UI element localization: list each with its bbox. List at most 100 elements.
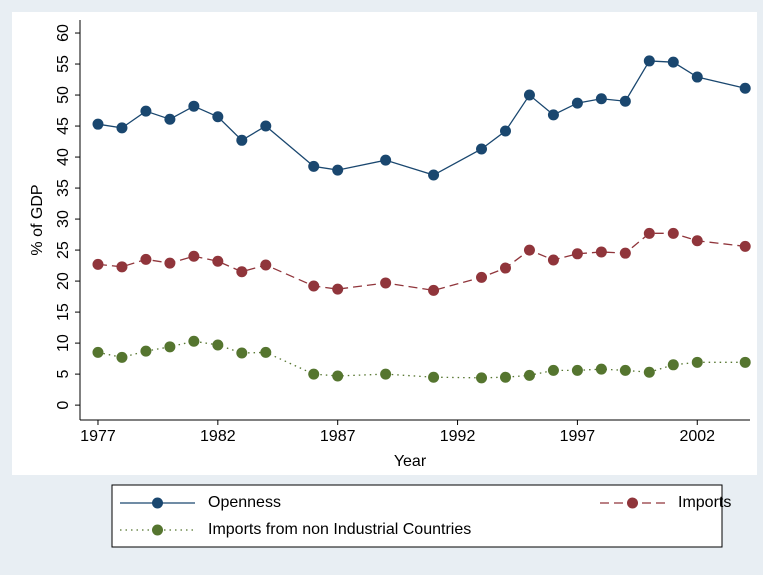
x-tick-label: 2002 (679, 428, 715, 445)
data-point (667, 227, 679, 239)
data-point (643, 55, 655, 67)
data-point (236, 266, 248, 278)
data-point (691, 71, 703, 83)
y-tick-label: 60 (55, 24, 72, 42)
data-point (523, 369, 535, 381)
y-tick-label: 10 (55, 334, 72, 352)
data-point (739, 356, 751, 368)
data-point (140, 253, 152, 265)
data-point (380, 277, 392, 289)
data-point (547, 109, 559, 121)
series-line (97, 340, 746, 379)
x-tick-label: 1987 (320, 428, 356, 445)
data-point (92, 118, 104, 130)
legend-marker (627, 497, 638, 509)
y-tick-label: 15 (55, 303, 72, 321)
data-point (260, 259, 272, 271)
data-point (667, 359, 679, 371)
data-point (380, 368, 392, 380)
legend-box (111, 484, 723, 548)
y-tick-label: 40 (55, 148, 72, 166)
data-point (116, 351, 128, 363)
y-tick-label: 30 (55, 210, 72, 228)
data-point (260, 120, 272, 132)
y-tick-label: 35 (55, 179, 72, 197)
legend-marker (152, 524, 163, 536)
y-tick-label: 20 (55, 272, 72, 290)
data-point (212, 255, 224, 267)
data-point (619, 364, 631, 376)
data-point (428, 169, 440, 181)
data-point (428, 284, 440, 296)
data-point (236, 134, 248, 146)
data-point (571, 248, 583, 260)
data-point (92, 346, 104, 358)
data-point (92, 258, 104, 270)
y-tick-label: 50 (55, 86, 72, 104)
data-point (595, 93, 607, 105)
data-point (499, 262, 511, 274)
data-point (523, 244, 535, 256)
data-point (188, 250, 200, 262)
data-point (140, 345, 152, 357)
series-line (97, 232, 746, 292)
data-point (499, 125, 511, 137)
data-point (595, 246, 607, 258)
data-point (476, 143, 488, 155)
data-point (643, 227, 655, 239)
x-axis-title: Year (394, 453, 427, 470)
x-tick-label: 1977 (80, 428, 116, 445)
data-point (476, 372, 488, 384)
y-axis-title: % of GDP (29, 184, 46, 255)
data-point (691, 235, 703, 247)
y-tick-label: 55 (55, 55, 72, 73)
data-point (595, 363, 607, 375)
data-point (164, 257, 176, 269)
data-point (308, 160, 320, 172)
data-point (667, 56, 679, 68)
data-point (332, 164, 344, 176)
data-point (164, 113, 176, 125)
data-point (308, 280, 320, 292)
data-point (332, 370, 344, 382)
data-point (332, 283, 344, 295)
data-point (140, 105, 152, 117)
legend-label: Openness (208, 494, 281, 511)
y-tick-label: 0 (55, 401, 72, 410)
data-point (643, 366, 655, 378)
data-point (164, 341, 176, 353)
data-point (691, 356, 703, 368)
data-point (476, 271, 488, 283)
graph-region (12, 12, 757, 475)
data-point (428, 371, 440, 383)
data-point (739, 240, 751, 252)
legend-label: Imports from non Industrial Countries (208, 521, 471, 538)
data-point (571, 97, 583, 109)
x-tick-label: 1997 (560, 428, 596, 445)
legend-label: Imports (678, 494, 731, 511)
data-point (116, 261, 128, 273)
x-tick-label: 1992 (440, 428, 476, 445)
data-point (116, 122, 128, 134)
legend-marker (152, 497, 163, 509)
y-tick-label: 5 (55, 370, 72, 379)
y-tick-label: 45 (55, 117, 72, 135)
x-tick-label: 1982 (200, 428, 236, 445)
data-point (547, 254, 559, 266)
data-point (212, 339, 224, 351)
data-point (212, 111, 224, 123)
data-point (523, 89, 535, 101)
data-point (188, 335, 200, 347)
data-point (619, 247, 631, 259)
data-point (236, 347, 248, 359)
data-point (308, 368, 320, 380)
y-tick-label: 25 (55, 241, 72, 259)
data-point (260, 346, 272, 358)
data-point (188, 100, 200, 112)
data-point (739, 82, 751, 94)
data-point (499, 371, 511, 383)
data-point (619, 95, 631, 107)
data-point (547, 364, 559, 376)
